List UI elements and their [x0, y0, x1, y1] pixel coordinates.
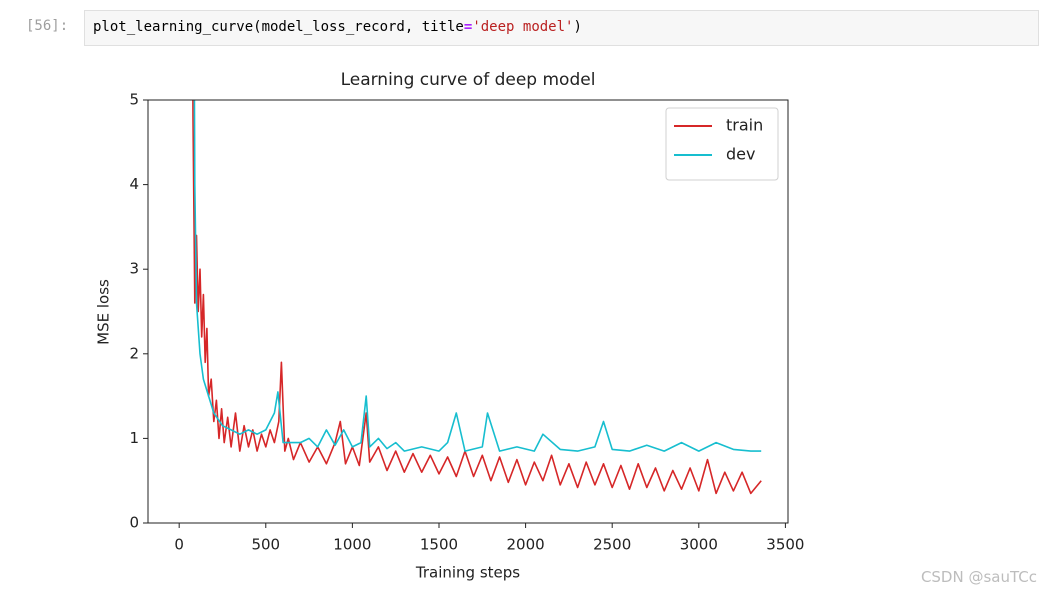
- plot-area: [192, 100, 762, 495]
- y-axis-label: MSE loss: [95, 279, 113, 345]
- cell-prompt: [56]:: [26, 18, 69, 34]
- x-tick-label: 1500: [420, 536, 458, 554]
- x-tick-label: 0: [174, 536, 184, 554]
- x-tick-label: 2000: [506, 536, 544, 554]
- code-text: plot_learning_curve(model_loss_record, t…: [93, 19, 464, 35]
- code-string: 'deep model': [472, 19, 574, 35]
- x-axis-label: Training steps: [415, 564, 520, 582]
- code: plot_learning_curve(model_loss_record, t…: [93, 19, 582, 35]
- y-tick-label: 4: [129, 175, 139, 193]
- plot-frame: [147, 99, 789, 524]
- x-tick-label: 3000: [680, 536, 718, 554]
- x-tick-label: 1000: [333, 536, 371, 554]
- y-tick-label: 3: [129, 260, 139, 278]
- y-tick-label: 5: [129, 91, 139, 109]
- x-tick-label: 2500: [593, 536, 631, 554]
- legend-label: train: [726, 116, 763, 135]
- y-tick-label: 2: [129, 344, 139, 362]
- x-tick-label: 500: [251, 536, 280, 554]
- legend-label: dev: [726, 145, 755, 164]
- watermark: CSDN @sauTCc: [920, 568, 1037, 586]
- y-tick-label: 1: [129, 429, 139, 447]
- x-tick-label: 3500: [766, 536, 804, 554]
- line-train: [192, 100, 762, 495]
- chart-title: Learning curve of deep model: [341, 70, 596, 90]
- code-text: ): [573, 19, 582, 35]
- y-tick-label: 0: [129, 514, 139, 532]
- line-dev: [193, 100, 762, 452]
- code-operator: =: [463, 19, 473, 35]
- code-cell[interactable]: plot_learning_curve(model_loss_record, t…: [84, 10, 1039, 46]
